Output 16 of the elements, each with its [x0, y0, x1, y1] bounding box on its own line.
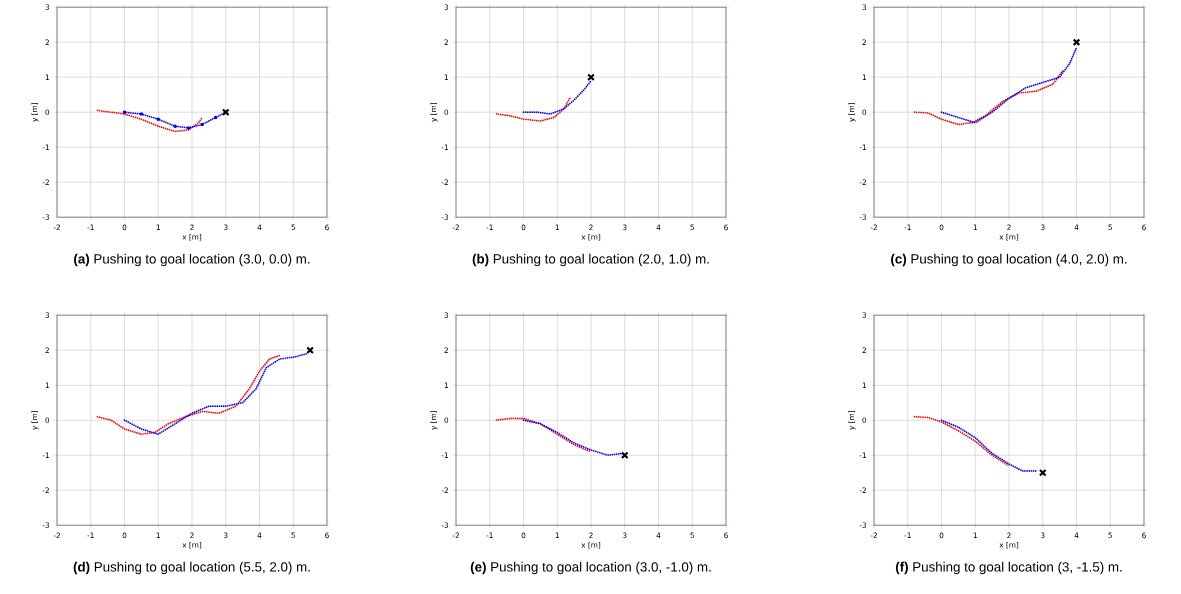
line-series: [940, 46, 1078, 124]
text: (b) Pushing to goal location (2.0, 1.0) m.: [472, 253, 709, 267]
text: (d) Pushing to goal location (5.5, 2.0) m.: [73, 561, 310, 575]
line-series: [522, 79, 592, 115]
text: (a) Pushing to goal location (3.0, 0.0) m.: [74, 253, 310, 267]
line-series: [913, 69, 1064, 126]
line-series: [940, 419, 1037, 472]
line-series: [495, 95, 572, 122]
text: (f) Pushing to goal location (3, -1.5) m.: [895, 561, 1122, 575]
text: (c) Pushing to goal location (4.0, 2.0) m.: [891, 253, 1127, 267]
text: (e) Pushing to goal location (3.0, -1.0) m.: [470, 561, 711, 575]
line-series: [123, 352, 308, 435]
line-series: [522, 419, 623, 456]
line-series: [495, 417, 592, 453]
line-series: [96, 354, 281, 435]
line-series: [913, 415, 1010, 467]
